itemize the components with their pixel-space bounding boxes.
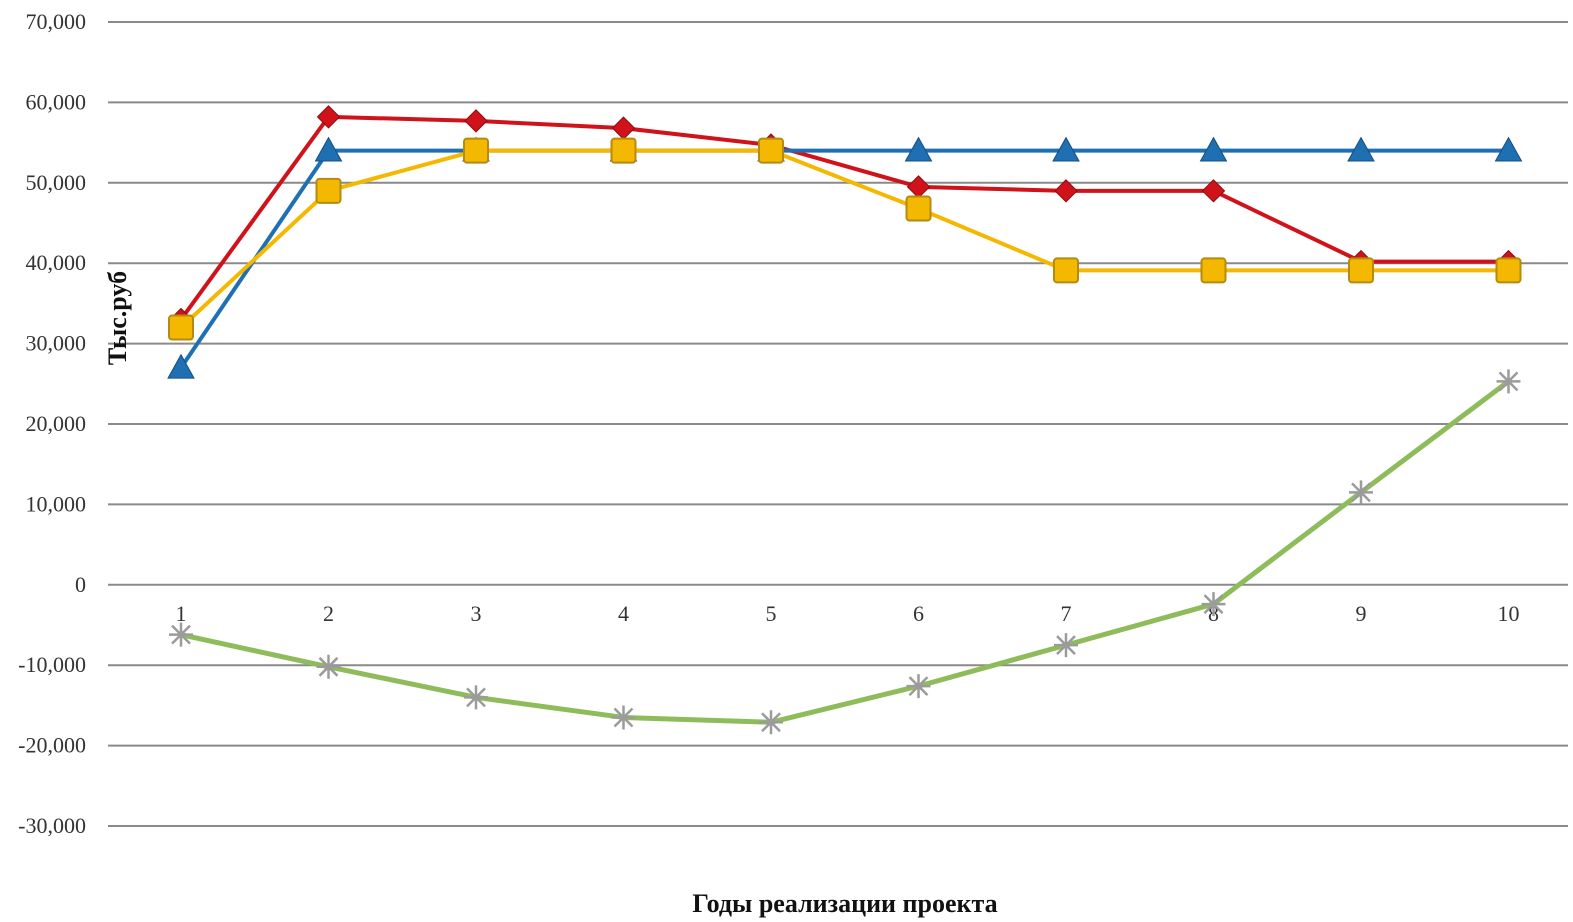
- data-point: [1201, 179, 1226, 203]
- data-point: [906, 175, 931, 199]
- data-point: [168, 314, 194, 341]
- data-point: [314, 136, 343, 162]
- data-point: [1054, 633, 1078, 658]
- x-tick-label: 4: [618, 601, 629, 626]
- data-point: [1054, 179, 1078, 203]
- data-point: [1053, 257, 1079, 284]
- series-line: [179, 148, 1509, 329]
- data-point: [1349, 480, 1373, 505]
- y-tick-label: 50,000: [26, 170, 87, 195]
- x-tick-label: 3: [471, 601, 482, 626]
- data-point: [1495, 257, 1522, 284]
- data-point: [315, 177, 342, 204]
- y-tick-label: 40,000: [26, 250, 87, 275]
- data-point: [611, 705, 636, 730]
- data-point: [464, 109, 488, 133]
- x-tick-label: 9: [1356, 601, 1367, 626]
- data-point: [904, 136, 933, 162]
- x-tick-label: 7: [1061, 601, 1072, 626]
- data-point: [1496, 369, 1521, 394]
- y-tick-label: 20,000: [26, 411, 87, 436]
- data-point: [906, 674, 931, 699]
- x-tick-label: 1: [176, 601, 187, 626]
- x-axis-ticks: 1 2 3 4 5 6 7 8 9 10: [176, 601, 1520, 626]
- series-triangle: [167, 136, 1523, 379]
- y-tick-label: 10,000: [26, 491, 87, 516]
- series-diamond: [169, 105, 1521, 332]
- x-tick-label: 10: [1498, 601, 1520, 626]
- series-line: [179, 114, 1509, 321]
- data-point: [1201, 592, 1226, 617]
- data-point: [167, 353, 195, 379]
- y-tick-label: 0: [75, 572, 86, 597]
- y-axis-ticks: 70,000 60,000 50,000 40,000 30,000 20,000 10,0…: [18, 9, 86, 838]
- data-point: [1052, 136, 1080, 162]
- data-point: [316, 654, 341, 679]
- y-tick-label: 30,000: [26, 331, 87, 356]
- data-point: [316, 105, 341, 129]
- x-tick-label: 5: [766, 601, 777, 626]
- series-line: [179, 148, 1509, 369]
- data-point: [611, 116, 636, 140]
- data-point: [759, 710, 783, 735]
- series-group: [167, 105, 1523, 735]
- y-tick-label: -20,000: [18, 733, 86, 758]
- data-point: [464, 685, 488, 710]
- data-point: [463, 137, 489, 164]
- data-point: [1200, 257, 1227, 284]
- data-point: [758, 137, 784, 164]
- series-line: [180, 379, 1511, 725]
- data-point: [1494, 136, 1523, 162]
- y-axis-label: Тыс.руб: [103, 271, 132, 365]
- y-tick-label: 60,000: [26, 89, 87, 114]
- data-point: [169, 622, 193, 647]
- data-point: [1199, 136, 1228, 162]
- series-star: [169, 369, 1521, 735]
- series-square: [168, 137, 1522, 341]
- data-point: [905, 195, 932, 222]
- data-point: [610, 137, 637, 164]
- x-axis-label: Годы реализации проекта: [692, 889, 997, 918]
- data-point: [1348, 257, 1374, 284]
- y-tick-label: 70,000: [26, 9, 87, 34]
- y-tick-label: -10,000: [18, 652, 86, 677]
- y-tick-label: -30,000: [18, 813, 86, 838]
- data-point: [1347, 136, 1375, 162]
- x-tick-label: 6: [913, 601, 924, 626]
- x-tick-label: 2: [323, 601, 334, 626]
